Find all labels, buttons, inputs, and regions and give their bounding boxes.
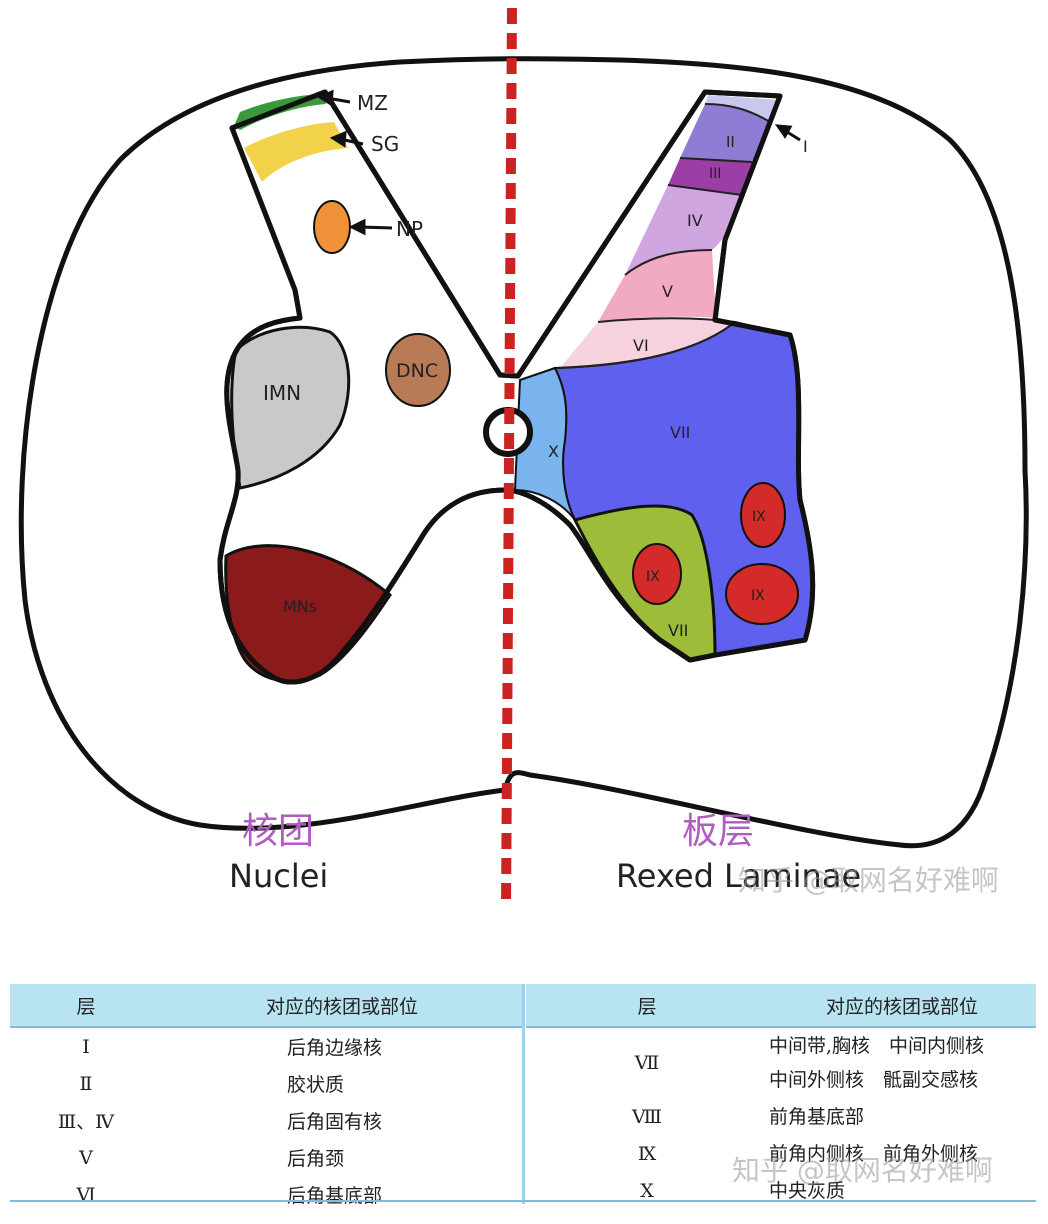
- nucleus-cell: 胶状质: [287, 1074, 345, 1096]
- layer-cell: Ⅷ: [632, 1105, 662, 1128]
- midline: [501, 7, 517, 909]
- nucleus-cell: 中央灰质: [768, 1172, 1036, 1209]
- lamina-ix-b-label: IX: [646, 569, 660, 585]
- layer-cell: Ⅰ: [82, 1035, 90, 1058]
- watermark-bottom-layer: 知乎 @取网名好难啊: [732, 1154, 993, 1187]
- laminae-caption: Rexed Laminae: [616, 857, 861, 895]
- label-arrows: [316, 89, 801, 236]
- nucleus-cell: 前角基底部: [768, 1098, 1036, 1135]
- table-row: Ⅲ、Ⅳ 后角固有核: [10, 1102, 522, 1139]
- table-row: Ⅹ 中央灰质: [526, 1172, 1036, 1209]
- lamina-i-label: I: [803, 137, 808, 156]
- spinal-cord-diagram: MZ SG NP IMN DNC MNs I II III IV V VI VI…: [18, 7, 1029, 909]
- table-left: 层 对应的核团或部位 Ⅰ 后角边缘核 Ⅱ 胶状质 Ⅲ、Ⅳ 后角固有核 Ⅴ 后角颈 Ⅵ 后角基底部: [10, 984, 522, 1213]
- nucleus-cell: 后角边缘核: [287, 1037, 383, 1059]
- nucleus-cell: 中间带,胸核 中间内侧核 中间外侧核 骶副交感核: [768, 1027, 1036, 1098]
- lamina-x-region: [513, 366, 576, 521]
- imn-label: IMN: [263, 381, 301, 405]
- table-divider: [522, 984, 525, 1204]
- layer-cell: Ⅴ: [79, 1146, 93, 1169]
- mz-label: MZ: [357, 91, 388, 115]
- table-row: Ⅷ 前角基底部: [526, 1098, 1036, 1135]
- lamina-iv-label: IV: [687, 211, 703, 230]
- nucleus-line: 前角内侧核 前角外侧核: [769, 1142, 979, 1165]
- nucleus-cell: 前角内侧核 前角外侧核: [768, 1135, 1036, 1172]
- sg-label: SG: [371, 132, 399, 156]
- table-row: Ⅶ 中间带,胸核 中间内侧核 中间外侧核 骶副交感核: [526, 1027, 1036, 1098]
- layer-cell: Ⅹ: [640, 1179, 654, 1202]
- layer-cell: Ⅲ、Ⅳ: [57, 1111, 115, 1133]
- table-right: 层 对应的核团或部位 Ⅶ 中间带,胸核 中间内侧核 中间外侧核 骶副交感核 Ⅷ 前角基底…: [526, 984, 1036, 1209]
- nucleus-line: 中间外侧核 骶副交感核: [769, 1069, 979, 1091]
- col-header-nucleus: 对应的核团或部位: [162, 984, 522, 1028]
- lamina-ix-c-region: [725, 563, 799, 625]
- lamina-table: 层 对应的核团或部位 Ⅰ 后角边缘核 Ⅱ 胶状质 Ⅲ、Ⅳ 后角固有核 Ⅴ 后角颈 Ⅵ 后角基底部 …: [10, 984, 1036, 1207]
- table-header-row: 层 对应的核团或部位: [526, 984, 1036, 1028]
- col-header-layer: 层: [10, 984, 162, 1028]
- nucleus-cell: 后角颈: [287, 1148, 345, 1170]
- layer-cell: Ⅶ: [634, 1052, 660, 1074]
- lamina-i-region: [705, 95, 780, 122]
- lamina-vi-label: VI: [633, 336, 649, 355]
- lamina-ix-a-label: IX: [752, 509, 766, 525]
- table-row: Ⅰ 后角边缘核: [10, 1027, 522, 1065]
- layer-cell: Ⅸ: [637, 1142, 657, 1165]
- lamina-iii-region: [668, 158, 752, 195]
- lamina-v-region: [598, 250, 716, 322]
- table-row: Ⅱ 胶状质: [10, 1065, 522, 1102]
- nucleus-line: 中间带,胸核 中间内侧核: [769, 1035, 985, 1057]
- lamina-ix-a-region: [740, 482, 786, 548]
- np-region: [313, 200, 351, 254]
- nucleus-cell: 后角固有核: [287, 1111, 383, 1133]
- lamina-x-label: X: [548, 442, 559, 461]
- grey-matter-outline-top: [217, 89, 816, 685]
- watermark-bottom: 知乎 @取网名好难啊: [732, 1154, 993, 1187]
- lamina-vi-region: [560, 318, 735, 368]
- lamina-ii-region: [680, 104, 770, 162]
- lamina-vii-b-label: VII: [668, 621, 688, 640]
- nucleus-line: 前角基底部: [769, 1105, 865, 1128]
- col-header-nucleus: 对应的核团或部位: [768, 984, 1036, 1028]
- nucleus-line: 中央灰质: [769, 1179, 846, 1202]
- np-label: NP: [396, 217, 423, 241]
- table-header-row: 层 对应的核团或部位: [10, 984, 522, 1028]
- dnc-label: DNC: [396, 360, 438, 382]
- mns-label: MNs: [283, 597, 317, 616]
- dnc-region: [385, 333, 451, 407]
- table-row: Ⅴ 后角颈: [10, 1139, 522, 1176]
- lamina-vii-label: VII: [670, 423, 690, 442]
- lamina-iv-region: [625, 185, 742, 275]
- nuclei-zh-caption: 核团: [242, 811, 314, 852]
- lamina-ix-c-label: IX: [751, 588, 765, 604]
- lamina-ii-label: II: [726, 133, 735, 151]
- laminae-zh-caption: 板层: [682, 811, 754, 852]
- lamina-ix-b-region: [632, 543, 682, 605]
- watermark-top: 知乎 @取网名好难啊: [738, 864, 999, 897]
- lamina-v-label: V: [662, 282, 673, 301]
- table-bottom-line: [10, 1200, 1036, 1202]
- col-header-layer: 层: [526, 984, 768, 1028]
- layer-cell: Ⅱ: [79, 1072, 93, 1095]
- nuclei-caption: Nuclei: [229, 857, 328, 895]
- sg-region: [244, 122, 348, 182]
- lamina-iii-label: III: [709, 166, 721, 182]
- table-row: Ⅸ 前角内侧核 前角外侧核: [526, 1135, 1036, 1172]
